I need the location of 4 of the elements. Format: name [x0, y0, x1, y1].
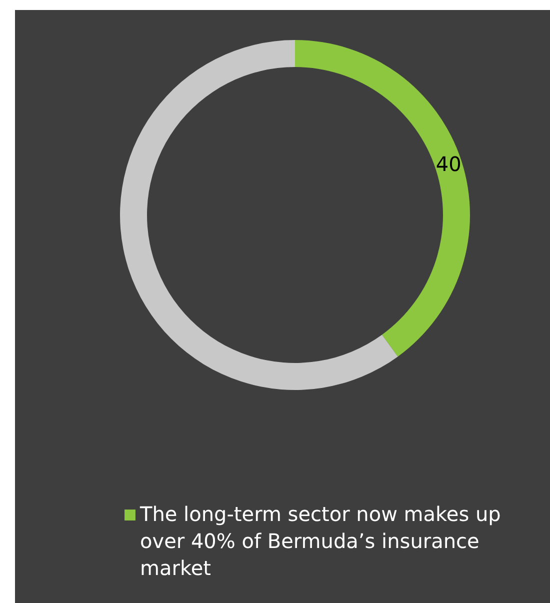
donut-slice — [295, 40, 470, 357]
data-label: 40 — [436, 152, 462, 176]
donut-slice — [120, 40, 398, 390]
legend-label: The long-term sector now makes up over 40% of Bermuda’s insurance market — [139, 502, 501, 580]
